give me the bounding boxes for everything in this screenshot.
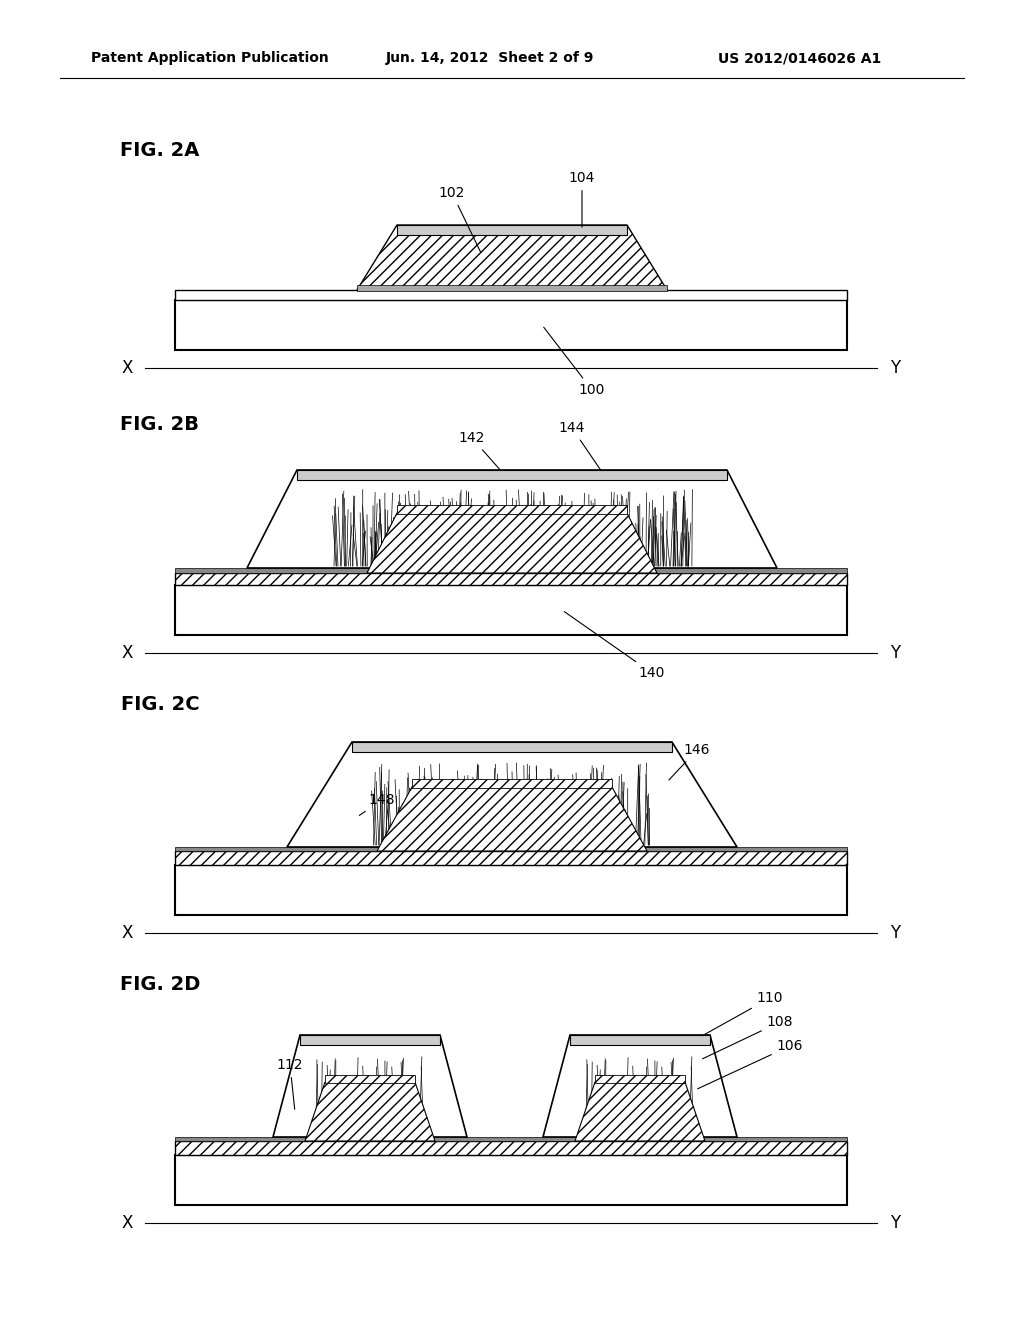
Polygon shape bbox=[367, 513, 657, 573]
Text: FIG. 2D: FIG. 2D bbox=[120, 975, 200, 994]
Text: 142: 142 bbox=[459, 432, 500, 470]
Bar bbox=[325, 1074, 415, 1082]
Bar bbox=[175, 847, 847, 851]
Text: X: X bbox=[121, 924, 133, 942]
Bar bbox=[300, 1035, 440, 1045]
Text: X: X bbox=[121, 359, 133, 378]
Bar bbox=[297, 470, 727, 480]
Text: 146: 146 bbox=[669, 743, 711, 780]
Polygon shape bbox=[357, 224, 667, 290]
Bar bbox=[570, 1035, 710, 1045]
Bar bbox=[357, 285, 667, 290]
Text: X: X bbox=[121, 1214, 133, 1232]
Text: 106: 106 bbox=[697, 1039, 803, 1089]
Text: 148: 148 bbox=[359, 793, 395, 816]
Bar bbox=[175, 865, 847, 915]
Bar bbox=[175, 1155, 847, 1205]
Text: FIG. 2B: FIG. 2B bbox=[121, 416, 200, 434]
Text: 100: 100 bbox=[544, 327, 605, 397]
Text: Patent Application Publication: Patent Application Publication bbox=[91, 51, 329, 65]
Polygon shape bbox=[543, 1035, 737, 1137]
Bar bbox=[412, 779, 612, 788]
Bar bbox=[175, 1140, 847, 1155]
Polygon shape bbox=[287, 742, 737, 847]
Text: FIG. 2C: FIG. 2C bbox=[121, 696, 200, 714]
Bar bbox=[175, 300, 847, 350]
Bar bbox=[595, 1074, 685, 1082]
Bar bbox=[175, 290, 847, 300]
Text: FIG. 2A: FIG. 2A bbox=[120, 140, 200, 160]
Text: 108: 108 bbox=[702, 1015, 794, 1059]
Bar bbox=[175, 568, 847, 573]
Polygon shape bbox=[305, 1082, 435, 1140]
Bar bbox=[175, 573, 847, 585]
Text: Y: Y bbox=[890, 1214, 900, 1232]
Text: 144: 144 bbox=[559, 421, 600, 470]
Polygon shape bbox=[575, 1082, 705, 1140]
Bar bbox=[175, 585, 847, 635]
Text: Y: Y bbox=[890, 644, 900, 663]
Text: 140: 140 bbox=[564, 611, 666, 680]
Bar bbox=[175, 851, 847, 865]
Text: 110: 110 bbox=[702, 991, 783, 1036]
Text: Y: Y bbox=[890, 359, 900, 378]
Text: US 2012/0146026 A1: US 2012/0146026 A1 bbox=[719, 51, 882, 65]
Text: Y: Y bbox=[890, 924, 900, 942]
Text: 104: 104 bbox=[568, 172, 595, 227]
Polygon shape bbox=[377, 787, 647, 851]
Bar bbox=[397, 506, 627, 513]
Text: 102: 102 bbox=[439, 186, 481, 252]
Text: 112: 112 bbox=[276, 1059, 303, 1109]
Polygon shape bbox=[247, 470, 777, 568]
Text: X: X bbox=[121, 644, 133, 663]
Bar bbox=[175, 1137, 847, 1140]
Polygon shape bbox=[273, 1035, 467, 1137]
Bar bbox=[397, 224, 627, 235]
Bar bbox=[352, 742, 672, 752]
Text: Jun. 14, 2012  Sheet 2 of 9: Jun. 14, 2012 Sheet 2 of 9 bbox=[386, 51, 594, 65]
